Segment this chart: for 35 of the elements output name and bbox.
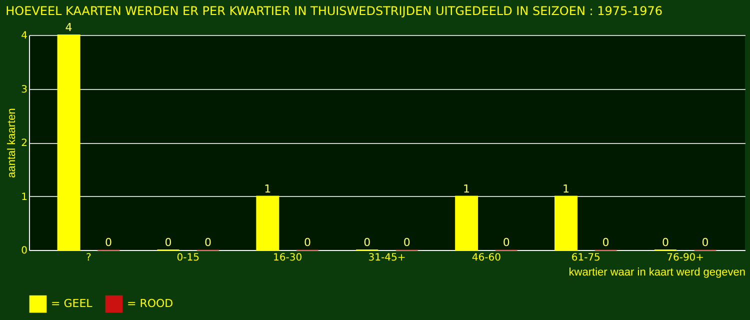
x-tick-label: 61-75 (571, 252, 600, 264)
data-label: 0 (164, 236, 172, 249)
x-tick-label: ? (86, 252, 92, 264)
y-tick-label: 3 (21, 84, 28, 96)
data-label: 0 (602, 236, 610, 249)
x-tick-label: 0-15 (176, 252, 200, 264)
bar (57, 34, 80, 250)
y-axis-title: aantal kaarten (6, 108, 18, 178)
x-axis-title: kwartier waar in kaart werd gegeven (568, 266, 746, 278)
y-tick-label: 4 (21, 30, 28, 42)
data-label: 0 (502, 236, 510, 249)
bar (455, 196, 478, 250)
data-label: 0 (662, 236, 669, 249)
x-tick-label: 46-60 (472, 252, 501, 264)
data-label: 0 (364, 236, 371, 249)
x-tick-label: 16-30 (273, 252, 302, 264)
y-tick-label: 2 (21, 138, 28, 149)
data-label: 0 (702, 236, 709, 249)
data-label: 1 (463, 182, 470, 196)
bar (554, 196, 578, 250)
y-tick-label: 1 (21, 192, 28, 203)
data-label: 4 (65, 21, 72, 34)
x-tick-label: 31-45+ (368, 252, 406, 264)
data-label: 1 (264, 182, 272, 196)
legend-label: = GEEL (51, 297, 94, 310)
data-label: 0 (304, 236, 311, 249)
y-tick-label: 0 (21, 246, 28, 256)
x-tick-label: 76-90+ (666, 252, 704, 264)
chart-title: HOEVEEL KAARTEN WERDEN ER PER KWARTIER IN THUISWEDSTRIJDEN UITGEDEELD IN SEIZOEN : 1975-1976 (6, 4, 663, 18)
data-label: 1 (562, 182, 570, 196)
data-label: 0 (105, 236, 112, 249)
legend-label: = ROOD (127, 297, 174, 310)
data-label: 0 (204, 236, 212, 249)
bar (256, 196, 280, 250)
data-label: 0 (403, 236, 410, 249)
